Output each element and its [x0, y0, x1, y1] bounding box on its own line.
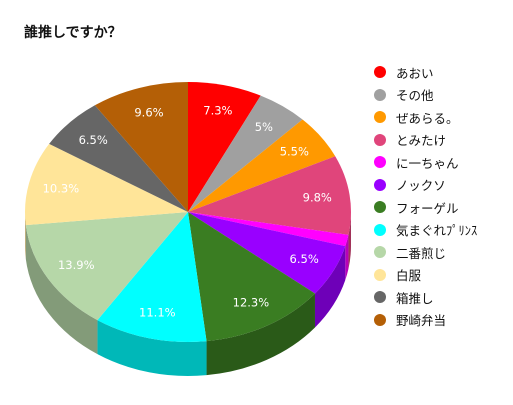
pie-slice-7 [97, 212, 207, 343]
pie-data-label-0: 7.3% [203, 103, 232, 117]
legend-label: とみたけ [396, 133, 447, 149]
legend-label: 箱推し [396, 290, 434, 306]
legend-label: フォーゲル [396, 200, 459, 216]
legend-swatch [374, 156, 386, 169]
pie-side-4 [345, 234, 349, 281]
legend-swatch [374, 313, 386, 326]
legend-item: その他 [374, 84, 477, 107]
legend-label: その他 [396, 88, 434, 104]
legend-swatch [374, 111, 386, 124]
legend-swatch [374, 178, 386, 191]
pie-data-label-5: 6.5% [290, 252, 319, 266]
pie-slice-6 [188, 212, 315, 342]
legend-swatch [374, 246, 386, 259]
chart-title: 誰推しですか？ [24, 25, 122, 41]
pie-data-label-10: 6.5% [79, 133, 108, 147]
pie-side-9 [25, 212, 26, 260]
pie-data-label-9: 10.3% [43, 181, 80, 195]
legend-swatch [374, 268, 386, 281]
legend-label: 白服 [396, 268, 422, 284]
legend-swatch [374, 88, 386, 101]
pie-side-5 [314, 246, 346, 328]
legend-item: 野崎弁当 [374, 309, 477, 332]
pie-slice-10 [49, 105, 188, 212]
pie-slice-3 [188, 156, 351, 235]
pie-slice-11 [94, 82, 188, 212]
legend-label: あおい [396, 65, 434, 81]
pie-slice-1 [188, 95, 303, 212]
legend-label: ノックソ [396, 178, 446, 194]
pie-side-3 [348, 212, 351, 269]
pie-data-label-6: 12.3% [233, 296, 270, 310]
legend-label: 野崎弁当 [396, 313, 447, 329]
pie-slice-8 [25, 212, 188, 321]
pie-slice-9 [24, 143, 188, 226]
legend-label: ぜあらる。 [396, 110, 459, 126]
pie-slice-4 [188, 212, 349, 247]
legend-label: に一ちゃん [396, 155, 459, 171]
pie-data-label-7: 11.1% [139, 306, 176, 320]
legend-swatch [374, 133, 386, 146]
pie-top-group [24, 82, 351, 343]
legend-item: 箱推し [374, 286, 477, 309]
pie-data-label-11: 9.6% [134, 105, 163, 119]
pie-side-group [25, 212, 351, 376]
legend-item: に一ちゃん [374, 151, 477, 174]
legend-swatch [374, 291, 386, 304]
pie-slice-0 [188, 82, 261, 212]
pie-data-label-2: 5.5% [280, 144, 309, 158]
legend-swatch [374, 66, 386, 79]
legend-swatch [374, 201, 386, 214]
legend-label: 二番煎じ [396, 245, 447, 261]
pie-side-7 [97, 320, 207, 376]
legend-item: ぜあらる。 [374, 106, 477, 129]
legend-label: 気まぐれﾌﾟﾘﾝｽ [396, 223, 478, 239]
chart-legend: あおいその他ぜあらる。とみたけに一ちゃんノックソフォーゲル気まぐれﾌﾟﾘﾝｽ 二番… [374, 61, 477, 331]
pie-slice-5 [188, 212, 346, 294]
pie-side-6 [206, 293, 315, 376]
pie-data-label-3: 9.8% [303, 191, 332, 205]
legend-item: ノックソ [374, 174, 477, 197]
pie-data-label-1: 5% [255, 120, 273, 134]
legend-item: 白服 [374, 264, 477, 287]
pie-slice-2 [188, 119, 336, 212]
legend-item: 二番煎じ [374, 241, 477, 264]
pie-side-8 [25, 225, 98, 355]
pie-data-label-8: 13.9% [58, 258, 95, 272]
legend-item: とみたけ [374, 129, 477, 152]
legend-swatch [374, 223, 386, 236]
legend-item: あおい [374, 61, 477, 84]
pie-label-group: 7.3% 5% 5.5% 9.8% 6.5% 12.3% 11.1% 13.9% 10.3% 6.… [43, 103, 332, 319]
legend-item: フォーゲル [374, 196, 477, 219]
legend-item: 気まぐれﾌﾟﾘﾝｽ [374, 219, 477, 242]
